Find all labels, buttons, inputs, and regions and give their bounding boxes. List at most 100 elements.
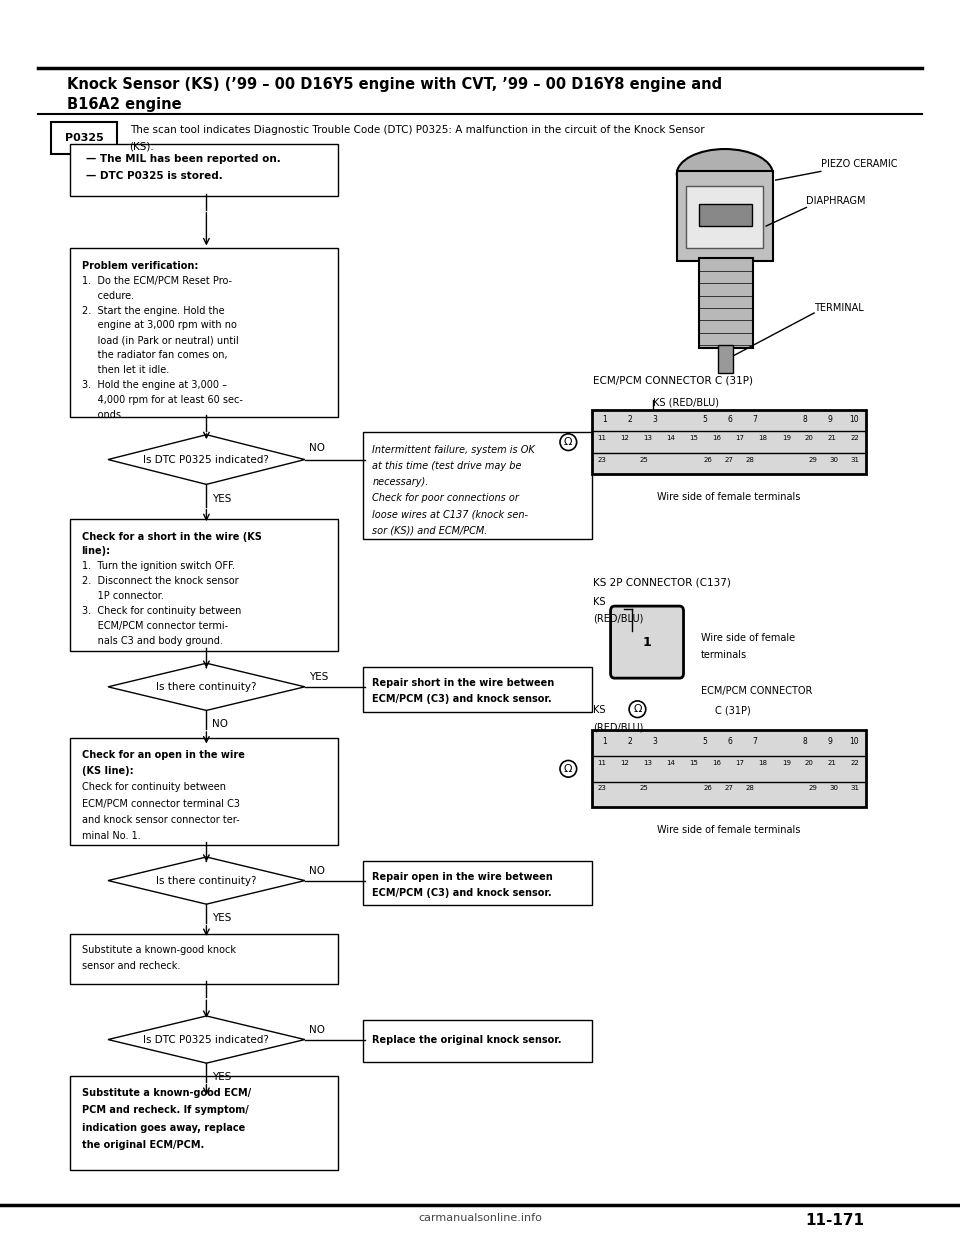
Text: TERMINAL: TERMINAL: [814, 303, 864, 313]
Text: Is DTC P0325 indicated?: Is DTC P0325 indicated?: [143, 455, 270, 465]
Text: ECM/PCM connector terminal C3: ECM/PCM connector terminal C3: [82, 799, 240, 809]
Text: 2.  Disconnect the knock sensor: 2. Disconnect the knock sensor: [82, 576, 238, 586]
Text: ECM/PCM (C3) and knock sensor.: ECM/PCM (C3) and knock sensor.: [372, 888, 552, 898]
Text: 6: 6: [727, 737, 732, 745]
Polygon shape: [108, 663, 305, 710]
Text: terminals: terminals: [701, 650, 747, 660]
Text: 15: 15: [689, 435, 699, 441]
Text: 13: 13: [643, 760, 653, 765]
Text: 3.  Check for continuity between: 3. Check for continuity between: [82, 606, 241, 616]
Text: 17: 17: [735, 435, 745, 441]
Text: Wire side of female terminals: Wire side of female terminals: [658, 825, 801, 835]
Text: 23: 23: [597, 457, 607, 462]
Text: 28: 28: [745, 785, 755, 791]
Text: KS (RED/BLU): KS (RED/BLU): [653, 397, 719, 407]
Text: KS: KS: [593, 597, 606, 607]
Text: DIAPHRAGM: DIAPHRAGM: [806, 196, 866, 206]
Text: 19: 19: [781, 435, 791, 441]
Text: The scan tool indicates Diagnostic Trouble Code (DTC) P0325: A malfunction in th: The scan tool indicates Diagnostic Troub…: [130, 125, 705, 135]
Text: 1.  Turn the ignition switch OFF.: 1. Turn the ignition switch OFF.: [82, 561, 234, 571]
Text: the original ECM/PCM.: the original ECM/PCM.: [82, 1140, 204, 1150]
Text: indication goes away, replace: indication goes away, replace: [82, 1123, 245, 1133]
Text: 2.  Start the engine. Hold the: 2. Start the engine. Hold the: [82, 306, 225, 315]
Text: 22: 22: [851, 760, 860, 765]
FancyBboxPatch shape: [363, 1020, 592, 1062]
Text: 29: 29: [808, 457, 818, 462]
Text: 22: 22: [851, 435, 860, 441]
Text: Check for poor connections or: Check for poor connections or: [372, 493, 519, 503]
Ellipse shape: [677, 149, 773, 199]
Text: — The MIL has been reported on.: — The MIL has been reported on.: [86, 154, 281, 164]
Text: 29: 29: [808, 785, 818, 791]
Text: (KS line):: (KS line):: [82, 766, 133, 776]
Text: 16: 16: [712, 760, 722, 765]
Text: YES: YES: [309, 672, 328, 682]
Text: (RED/BLU): (RED/BLU): [593, 723, 643, 733]
Text: 11: 11: [597, 760, 607, 765]
Polygon shape: [108, 1016, 305, 1063]
Text: 13: 13: [643, 435, 653, 441]
Text: 10: 10: [850, 415, 859, 424]
Text: KS: KS: [593, 705, 606, 715]
FancyBboxPatch shape: [70, 248, 338, 417]
FancyBboxPatch shape: [686, 186, 763, 248]
Text: (KS).: (KS).: [130, 142, 155, 152]
FancyBboxPatch shape: [592, 410, 866, 474]
Text: Ω: Ω: [634, 704, 641, 714]
Text: — DTC P0325 is stored.: — DTC P0325 is stored.: [86, 171, 223, 181]
Text: 21: 21: [828, 435, 837, 441]
Text: 9: 9: [827, 415, 832, 424]
FancyBboxPatch shape: [592, 730, 866, 807]
Text: onds.: onds.: [82, 410, 124, 420]
Text: 1P connector.: 1P connector.: [82, 591, 163, 601]
Text: and knock sensor connector ter-: and knock sensor connector ter-: [82, 815, 239, 825]
Text: nals C3 and body ground.: nals C3 and body ground.: [82, 636, 223, 646]
FancyBboxPatch shape: [718, 345, 733, 373]
FancyBboxPatch shape: [70, 144, 338, 196]
Text: Is DTC P0325 indicated?: Is DTC P0325 indicated?: [143, 1035, 270, 1045]
Text: 26: 26: [703, 785, 712, 791]
Text: 15: 15: [689, 760, 699, 765]
FancyBboxPatch shape: [51, 122, 117, 154]
Text: 23: 23: [597, 785, 607, 791]
Text: Is there continuity?: Is there continuity?: [156, 876, 256, 886]
Text: necessary).: necessary).: [372, 477, 429, 487]
Text: Wire side of female terminals: Wire side of female terminals: [658, 492, 801, 502]
Text: Substitute a known-good knock: Substitute a known-good knock: [82, 945, 235, 955]
Polygon shape: [108, 857, 305, 904]
Text: S: S: [876, 19, 895, 43]
Text: 21: 21: [828, 760, 837, 765]
Text: load (in Park or neutral) until: load (in Park or neutral) until: [82, 335, 238, 345]
Text: Problem verification:: Problem verification:: [82, 261, 198, 271]
Text: 12: 12: [620, 760, 630, 765]
Text: 25: 25: [639, 785, 649, 791]
Text: 6: 6: [727, 415, 732, 424]
Text: 3: 3: [652, 415, 658, 424]
Text: 31: 31: [851, 457, 860, 462]
Text: 31: 31: [851, 785, 860, 791]
Text: NO: NO: [309, 443, 325, 453]
Text: 26: 26: [703, 457, 712, 462]
Text: 14: 14: [666, 435, 676, 441]
Text: Repair open in the wire between: Repair open in the wire between: [372, 872, 553, 882]
Text: Knock Sensor (KS) (’99 – 00 D16Y5 engine with CVT, ’99 – 00 D16Y8 engine and: Knock Sensor (KS) (’99 – 00 D16Y5 engine…: [67, 77, 722, 92]
FancyBboxPatch shape: [363, 432, 592, 539]
Text: 20: 20: [804, 760, 814, 765]
FancyBboxPatch shape: [611, 606, 684, 678]
Text: 17: 17: [735, 760, 745, 765]
Text: 30: 30: [829, 785, 839, 791]
Text: 12: 12: [620, 435, 630, 441]
Text: 18: 18: [758, 435, 768, 441]
Text: 2: 2: [628, 415, 632, 424]
Text: 7: 7: [752, 415, 757, 424]
Text: YES: YES: [212, 1072, 231, 1082]
Text: 1: 1: [642, 636, 652, 648]
Text: YES: YES: [212, 913, 231, 923]
Text: Wire side of female: Wire side of female: [701, 633, 795, 643]
FancyBboxPatch shape: [363, 861, 592, 905]
Text: NO: NO: [212, 719, 228, 729]
Text: YES: YES: [212, 494, 231, 504]
Text: NO: NO: [309, 866, 325, 876]
Text: 20: 20: [804, 435, 814, 441]
Text: P0325: P0325: [65, 133, 104, 143]
